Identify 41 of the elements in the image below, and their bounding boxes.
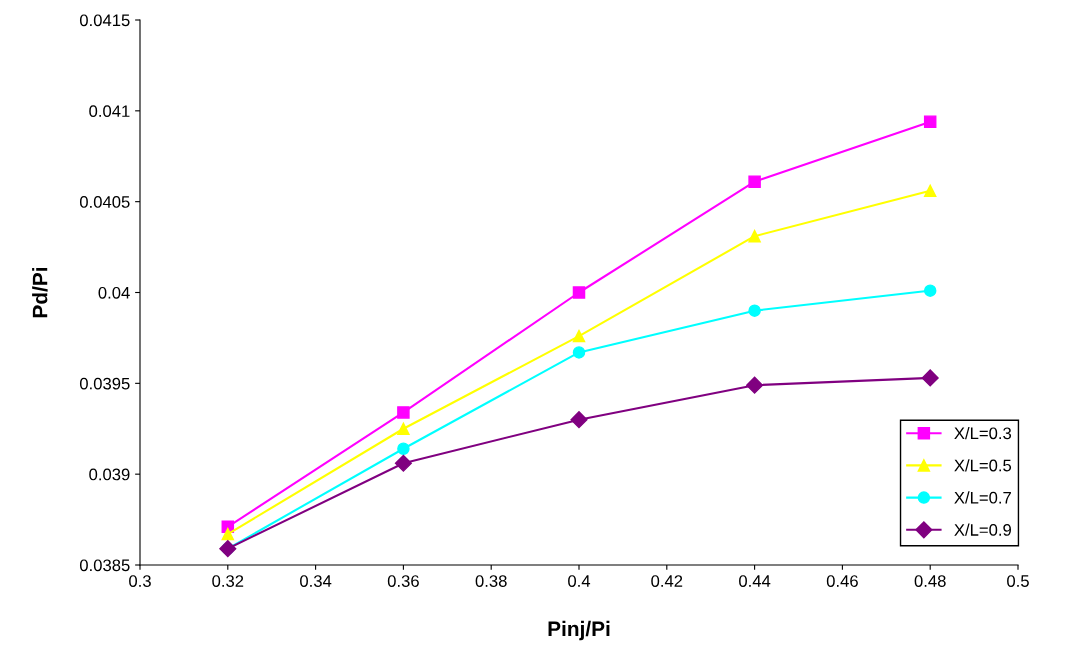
point — [572, 346, 586, 359]
point — [397, 406, 410, 419]
y-tick-label: 0.0415 — [79, 14, 130, 27]
x-tick-label: 0.46 — [826, 575, 858, 587]
y-tick-label: 0.0405 — [79, 196, 130, 208]
x-tick-label: 0.38 — [475, 575, 507, 587]
x-tick-label: 0.34 — [300, 575, 332, 587]
x-tick-label: 0.4 — [568, 575, 591, 587]
legend-label: X/L=0.5 — [954, 459, 1012, 472]
x-tick-label: 0.3 — [129, 575, 151, 587]
point — [921, 369, 939, 387]
legend-label: X/L=0.3 — [954, 426, 1012, 440]
point — [746, 376, 764, 394]
point — [221, 527, 235, 541]
y-tick-label: 0.0395 — [79, 377, 130, 390]
x-tick-label: 0.36 — [387, 575, 419, 587]
point — [572, 286, 586, 299]
y-tick-label: 0.0385 — [79, 559, 130, 572]
point — [923, 115, 937, 128]
x-tick-label: 0.32 — [212, 575, 244, 587]
point — [923, 184, 937, 198]
point — [394, 454, 412, 472]
y-tick-label: 0.039 — [89, 468, 130, 481]
y-tick-label: 0.04 — [98, 286, 130, 299]
x-tick-label: 0.42 — [651, 575, 683, 587]
point — [748, 229, 761, 243]
point — [397, 422, 410, 436]
legend-label: X/L=0.7 — [954, 491, 1011, 504]
x-tick-label: 0.44 — [739, 575, 771, 587]
point — [748, 175, 761, 188]
point — [570, 411, 588, 429]
x-axis-title: Pinj/Pi — [548, 620, 610, 641]
x-tick-label: 0.5 — [1007, 575, 1029, 587]
y-axis-title: Pd/Pi — [32, 267, 48, 318]
x-tick-label: 0.48 — [914, 575, 946, 587]
point — [923, 284, 937, 297]
point — [572, 329, 586, 343]
point — [748, 304, 761, 317]
y-tick-label: 0.041 — [89, 105, 130, 118]
point — [397, 442, 410, 455]
legend-label: X/L=0.9 — [954, 523, 1011, 536]
